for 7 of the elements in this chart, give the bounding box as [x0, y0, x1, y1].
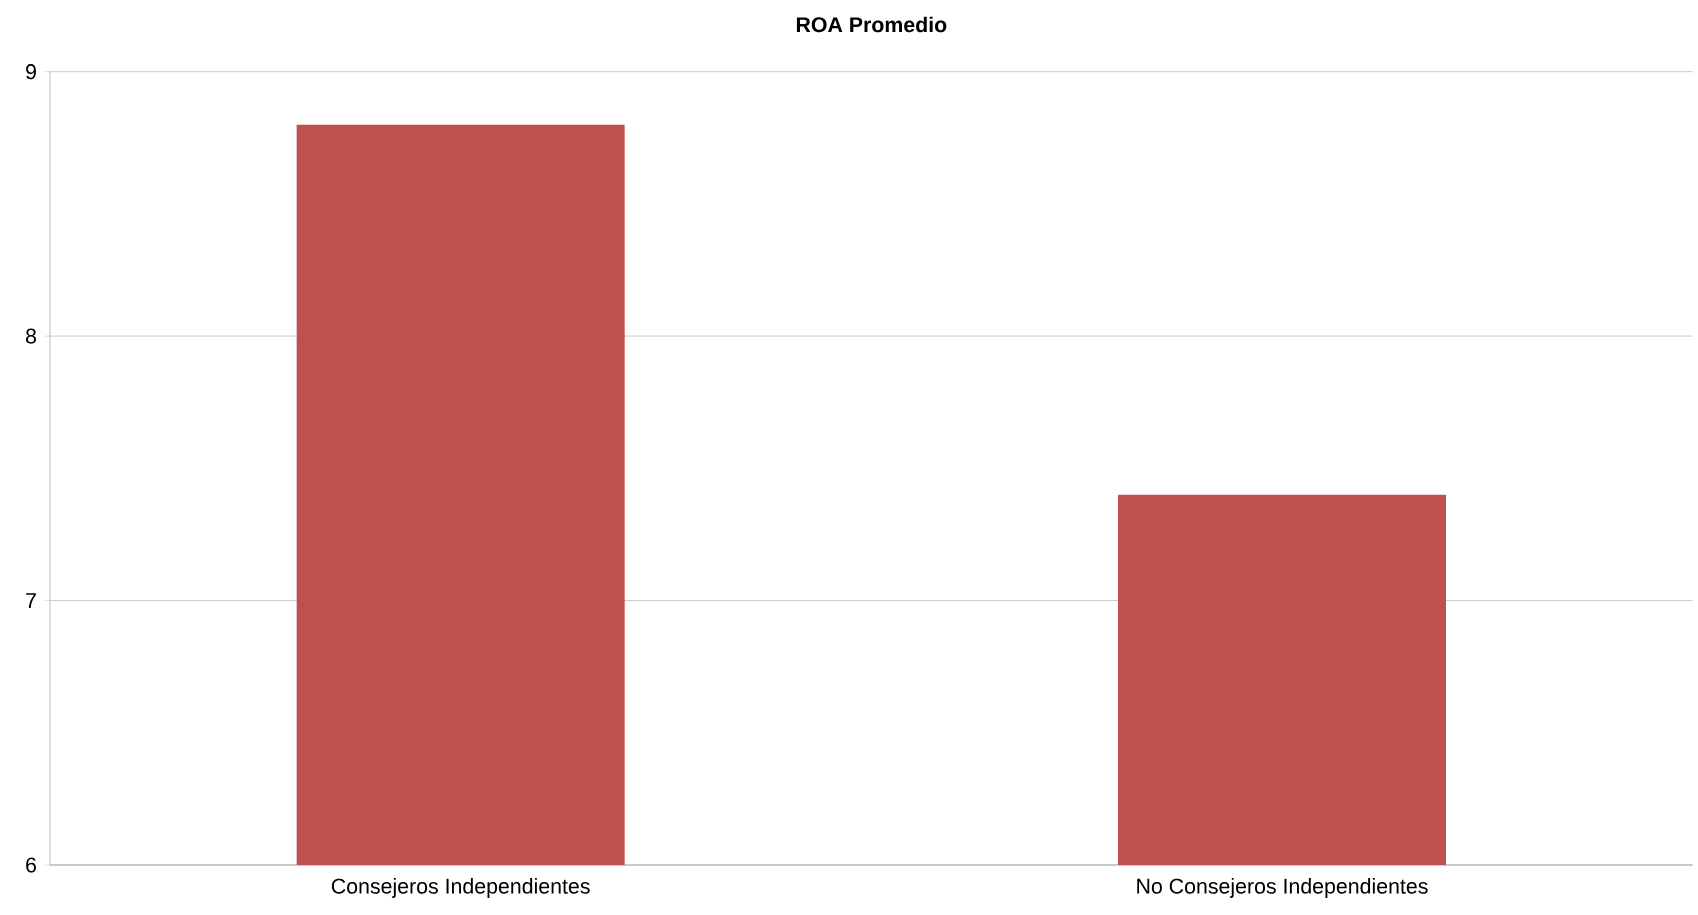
- y-tick-label: 8: [25, 328, 37, 344]
- y-tick-label: 9: [26, 64, 36, 80]
- chart-title: ROA Promedio: [796, 16, 947, 33]
- y-tick-label: 7: [26, 593, 36, 608]
- x-tick-label: No Consejeros Independientes: [1137, 878, 1428, 898]
- x-tick-label: Consejeros Independientes: [331, 878, 590, 898]
- y-tick-label: 6: [26, 857, 36, 873]
